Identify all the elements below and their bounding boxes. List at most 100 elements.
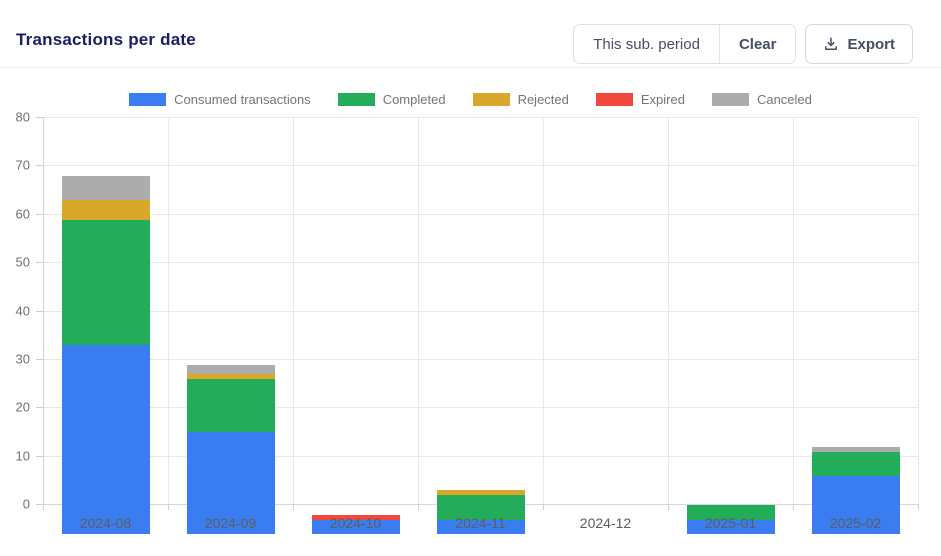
y-axis-tick [36, 165, 43, 167]
gridline-horizontal [43, 165, 918, 167]
legend-swatch [472, 93, 510, 106]
y-axis-tick [36, 504, 43, 505]
legend-label: Canceled [756, 92, 812, 107]
legend-item-completed[interactable]: Completed [337, 92, 446, 107]
y-axis-label: 60 [15, 206, 30, 222]
legend-swatch [595, 93, 633, 106]
gridline-vertical [918, 117, 919, 504]
bar-segment-rejected[interactable] [186, 374, 275, 380]
legend-swatch [711, 93, 749, 106]
stacked-bar-2024-12 [562, 147, 650, 534]
bar-segment-consumed-transactions[interactable] [186, 432, 275, 534]
bar-slot-2024-08 [43, 147, 168, 534]
x-axis-tick [418, 504, 419, 510]
stacked-bar-2025-01 [686, 147, 775, 534]
legend-label: Consumed transactions [174, 92, 311, 107]
y-axis-tick [36, 310, 43, 312]
x-axis-label: 2024-11 [455, 515, 506, 531]
stacked-bar-2024-08 [61, 147, 150, 534]
legend-item-consumed-transactions[interactable]: Consumed transactions [129, 92, 311, 107]
y-axis-line [43, 117, 44, 510]
x-axis-tick [668, 504, 669, 510]
y-axis-label: 20 [15, 399, 30, 415]
stacked-bar-2024-10 [311, 147, 400, 534]
legend-label: Completed [382, 92, 446, 107]
legend-swatch [129, 93, 167, 106]
bar-segment-canceled[interactable] [186, 364, 275, 375]
y-axis-label: 30 [15, 351, 30, 367]
x-axis-label: 2025-02 [829, 515, 882, 531]
x-axis-label: 2024-08 [79, 515, 132, 531]
y-axis-label: 10 [15, 448, 30, 464]
download-icon [823, 36, 839, 52]
legend-label: Expired [640, 92, 685, 107]
bar-segment-completed[interactable] [686, 505, 775, 520]
x-axis-tick [293, 504, 294, 510]
y-axis-label: 50 [15, 254, 30, 270]
y-axis-label: 70 [15, 157, 30, 173]
gridline-horizontal [43, 213, 918, 215]
bar-segment-consumed-transactions[interactable] [311, 519, 400, 534]
y-axis-tick [36, 262, 43, 264]
bar-segment-completed[interactable] [61, 219, 150, 346]
bar-segment-consumed-transactions[interactable] [61, 345, 150, 534]
gridline-vertical [668, 117, 669, 504]
gridline-horizontal [43, 117, 918, 118]
page-title: Transactions per date [16, 30, 196, 49]
x-axis-tick [43, 504, 44, 510]
bar-segment-consumed-transactions[interactable] [811, 475, 900, 534]
legend-item-expired[interactable]: Expired [595, 92, 685, 107]
chart-plot-region: 0 10 20 30 40 50 60 70 80 2024-08 2024-09 2024-10 20… [0, 110, 941, 534]
export-button[interactable]: Export [805, 24, 913, 64]
bar-segment-completed[interactable] [186, 379, 275, 433]
y-axis-label: 0 [22, 496, 30, 512]
bar-slot-2025-01 [668, 147, 793, 534]
y-axis-tick [36, 455, 43, 457]
legend-swatch [337, 93, 375, 106]
gridline-horizontal [43, 262, 918, 264]
stacked-bar-2024-11 [436, 147, 525, 534]
bar-segment-rejected[interactable] [436, 490, 525, 496]
x-axis-label: 2024-09 [204, 515, 257, 531]
bar-segment-canceled[interactable] [61, 176, 150, 201]
bar-slot-2024-11 [418, 147, 543, 534]
stacked-bar-2024-09 [186, 147, 275, 534]
bar-segment-consumed-transactions[interactable] [686, 519, 775, 534]
gridline-vertical [418, 117, 419, 504]
y-axis-tick [36, 407, 43, 409]
bar-slot-2024-09 [168, 147, 293, 534]
header-controls: This sub. period Clear Export [573, 24, 913, 64]
legend-label: Rejected [517, 92, 569, 107]
bar-slot-2024-12 [543, 147, 668, 534]
bar-segment-rejected[interactable] [61, 200, 150, 220]
x-axis-tick [543, 504, 544, 510]
legend-item-rejected[interactable]: Rejected [472, 92, 569, 107]
clear-filter-button[interactable]: Clear [718, 25, 796, 63]
gridline-vertical [293, 117, 294, 504]
y-axis-tick [36, 358, 43, 360]
y-axis-label: 80 [15, 109, 30, 125]
gridline-horizontal [43, 310, 918, 312]
x-axis-label: 2024-12 [579, 515, 632, 531]
period-filter-button[interactable]: This sub. period [574, 25, 719, 63]
stacked-bar-2025-02 [811, 147, 900, 534]
gridline-horizontal [43, 358, 918, 360]
legend-item-canceled[interactable]: Canceled [711, 92, 812, 107]
y-axis-tick [36, 117, 43, 118]
gridline-horizontal [43, 455, 918, 457]
y-axis-tick [36, 213, 43, 215]
x-axis-tick [168, 504, 169, 510]
bar-segment-canceled[interactable] [811, 446, 900, 452]
bar-segment-expired[interactable] [311, 514, 400, 520]
gridline-vertical [793, 117, 794, 504]
y-axis-label: 40 [15, 303, 30, 318]
gridline-vertical [543, 117, 544, 504]
bar-segment-completed[interactable] [436, 495, 525, 520]
bar-segment-consumed-transactions[interactable] [436, 519, 525, 534]
period-filter-group: This sub. period Clear [573, 24, 797, 64]
bar-slot-2025-02 [793, 147, 918, 534]
bar-segment-completed[interactable] [811, 451, 900, 476]
gridline-horizontal [43, 407, 918, 409]
x-axis-tick [918, 504, 919, 510]
